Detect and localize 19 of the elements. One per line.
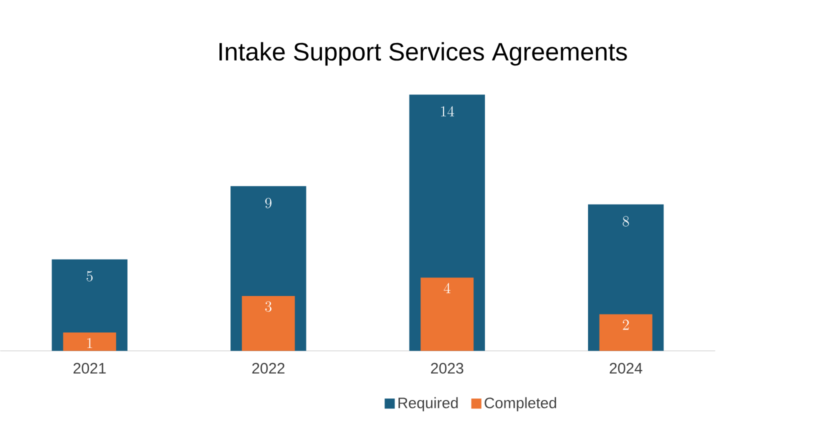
data-label: 2 (622, 320, 629, 330)
x-tick-label: 2022 (252, 363, 284, 374)
bar (420, 278, 474, 351)
data-label: 1 (87, 338, 92, 348)
data-label: 14 (441, 106, 454, 116)
bar (63, 332, 116, 351)
data-label: 8 (622, 216, 629, 227)
x-tick-label: 2021 (74, 363, 106, 374)
data-label: 4 (444, 283, 450, 294)
legend-label: Completed (484, 397, 556, 412)
data-label: 3 (265, 301, 272, 312)
bar (242, 296, 295, 351)
data-label: 9 (265, 198, 272, 208)
bar (599, 314, 652, 351)
legend-label: Required (398, 397, 458, 412)
x-tick-label: 2023 (431, 363, 464, 374)
chart-title: Intake Support Services Agreements (219, 42, 627, 66)
data-label: 5 (86, 271, 93, 282)
x-tick-label: 2024 (610, 363, 642, 374)
